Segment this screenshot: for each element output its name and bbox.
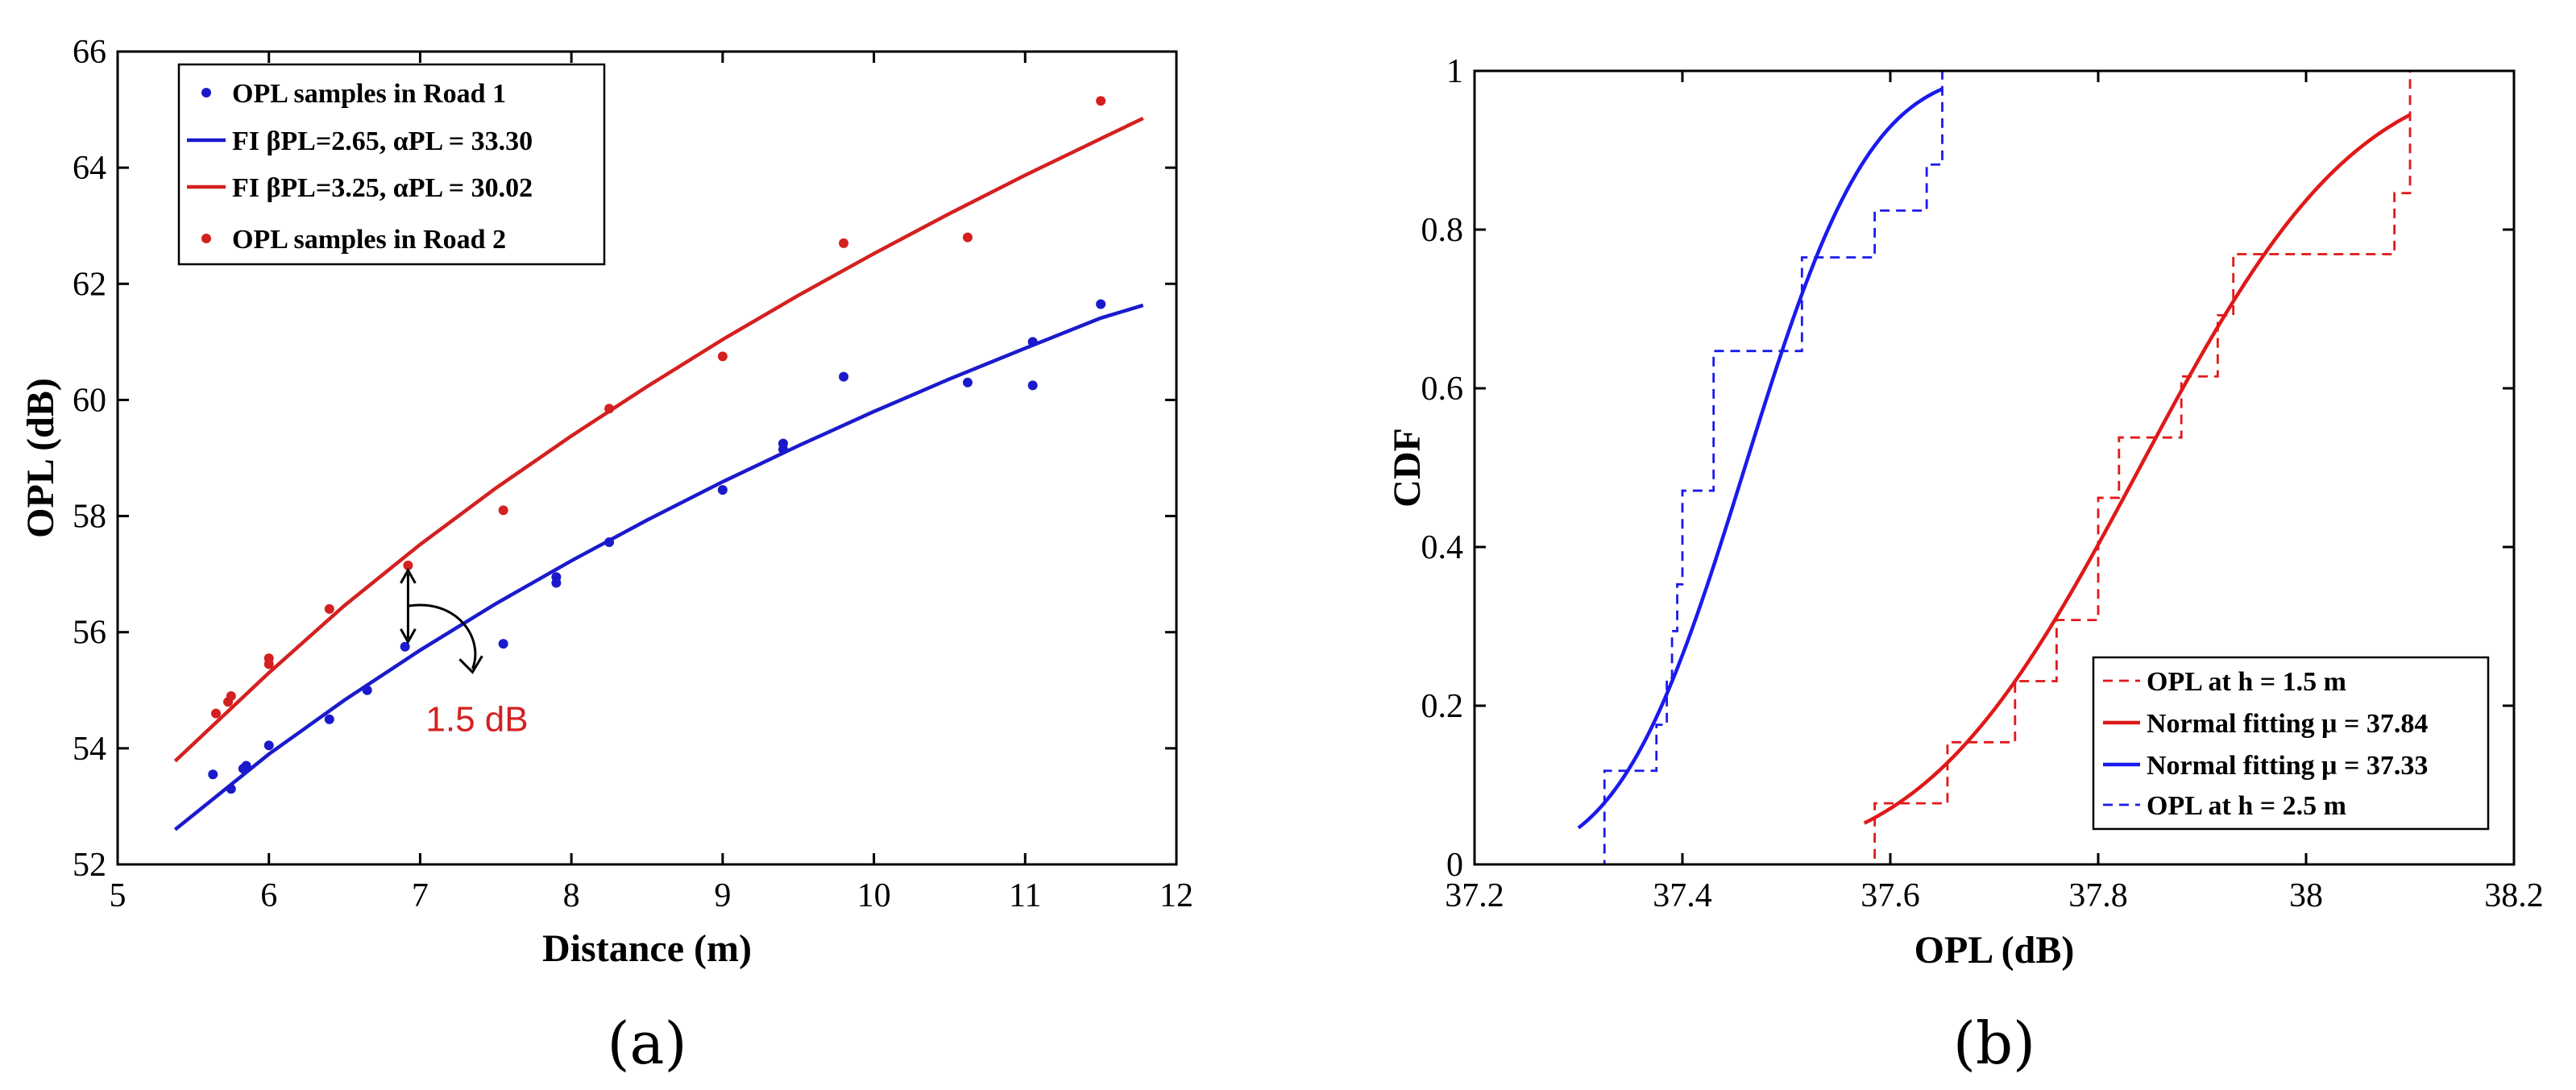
data-point: [604, 404, 615, 414]
chart-b: 37.2 37.4 37.6 37.8 38 38.2 0 0.2 0.4 0.6 0.8 1 OPL…: [1386, 53, 2544, 1077]
data-point: [1027, 380, 1038, 391]
data-point: [1096, 299, 1106, 309]
data-point: [551, 578, 562, 588]
y-tick-label: 62: [73, 266, 106, 303]
legend-label: Normal fitting μ = 37.33: [2147, 751, 2428, 781]
y-tick-label: 1: [1446, 53, 1463, 90]
y-tick-label: 0.2: [1421, 688, 1464, 725]
data-point: [717, 351, 728, 362]
data-point: [208, 769, 218, 780]
y-tick-label: 0.8: [1421, 212, 1464, 249]
y-tick-label: 64: [73, 150, 106, 187]
data-point: [403, 560, 413, 570]
series-fit-3: [1577, 87, 1943, 830]
x-tick-label: 11: [1009, 877, 1041, 914]
x-tick-label: 6: [260, 877, 277, 914]
x-tick-label: 7: [412, 877, 429, 914]
x-tick-label: 38.2: [2484, 877, 2544, 914]
x-tick-label: 37.8: [2068, 877, 2128, 914]
chart-b-legend: OPL at h = 1.5 m Normal fitting μ = 37.84…: [2092, 656, 2490, 831]
data-point: [211, 708, 222, 719]
legend-label: FI βPL=2.65, αPL = 33.30: [232, 126, 533, 156]
legend-marker-swatch: [201, 234, 211, 243]
x-tick-label: 5: [110, 877, 127, 914]
chart-a-x-axis-label: Distance (m): [542, 927, 752, 970]
series-step-4: [1599, 71, 1943, 866]
data-point: [1096, 96, 1106, 106]
chart-a-panel-label: (a): [607, 1009, 687, 1077]
y-tick-label: 56: [73, 615, 106, 652]
data-point: [324, 603, 334, 614]
series-fit-2: [1863, 113, 2412, 825]
legend-label: OPL samples in Road 1: [232, 79, 506, 109]
data-point: [263, 653, 274, 664]
y-tick-label: 0: [1446, 847, 1463, 884]
y-tick-label: 0.6: [1421, 371, 1464, 408]
legend-label: Normal fitting μ = 37.84: [2147, 709, 2428, 739]
x-tick-label: 8: [563, 877, 580, 914]
chart-a-legend: OPL samples in Road 1 FI βPL=2.65, αPL = …: [177, 63, 606, 266]
data-point: [498, 505, 508, 516]
data-point: [226, 690, 236, 701]
curved-arrow: [408, 603, 477, 669]
annotation-label: 1.5 dB: [425, 699, 528, 739]
chart-b-ticks: 37.2 37.4 37.6 37.8 38 38.2 0 0.2 0.4 0.6 0.8 1: [1421, 53, 2544, 914]
legend-box: [2092, 656, 2490, 831]
chart-b-frame: [1473, 69, 2516, 866]
y-tick-label: 58: [73, 499, 106, 536]
x-tick-label: 10: [857, 877, 891, 914]
data-point: [962, 232, 973, 242]
chart-a-frame: [116, 50, 1178, 866]
data-point: [498, 639, 508, 649]
y-tick-label: 54: [73, 731, 106, 768]
x-tick-label: 38: [2289, 877, 2323, 914]
chart-b-panel-label: (b): [1953, 1009, 2035, 1077]
arrowhead-icon: [458, 655, 483, 674]
chart-a-y-axis-label: OPL (dB): [19, 378, 62, 538]
arrowhead-icon: [400, 567, 417, 584]
legend-box: [177, 63, 606, 266]
chart-b-marks: [1577, 71, 2412, 866]
chart-b-y-axis-label: CDF: [1386, 428, 1429, 508]
data-point: [263, 740, 274, 751]
series-step-1: [1864, 71, 2412, 866]
x-tick-label: 12: [1159, 877, 1193, 914]
data-point: [839, 371, 849, 382]
data-point: [839, 238, 849, 248]
data-point: [400, 641, 410, 652]
legend-label: OPL samples in Road 2: [232, 225, 506, 255]
series-line-2: [173, 303, 1144, 831]
x-tick-label: 37.6: [1860, 877, 1920, 914]
y-tick-label: 66: [73, 34, 106, 71]
arrowhead-icon: [400, 628, 417, 644]
y-tick-label: 60: [73, 382, 106, 419]
y-tick-label: 52: [73, 847, 106, 884]
series-line-3: [173, 116, 1144, 763]
data-point: [324, 714, 334, 724]
data-point: [778, 438, 788, 449]
x-tick-label: 37.4: [1653, 877, 1712, 914]
y-tick-label: 0.4: [1421, 529, 1464, 566]
legend-label: OPL at h = 1.5 m: [2147, 667, 2346, 697]
legend-label: FI βPL=3.25, αPL = 30.02: [232, 173, 533, 203]
data-point: [717, 485, 728, 495]
x-tick-label: 9: [714, 877, 731, 914]
x-tick-label: 37.2: [1445, 877, 1504, 914]
chart-a-annotation: 1.5 dB: [400, 567, 529, 739]
legend-marker-swatch: [201, 88, 211, 97]
chart-b-x-axis-label: OPL (dB): [1914, 929, 2075, 972]
data-point: [962, 377, 973, 388]
chart-a-marks: [173, 96, 1144, 831]
legend-label: OPL at h = 2.5 m: [2147, 791, 2346, 821]
